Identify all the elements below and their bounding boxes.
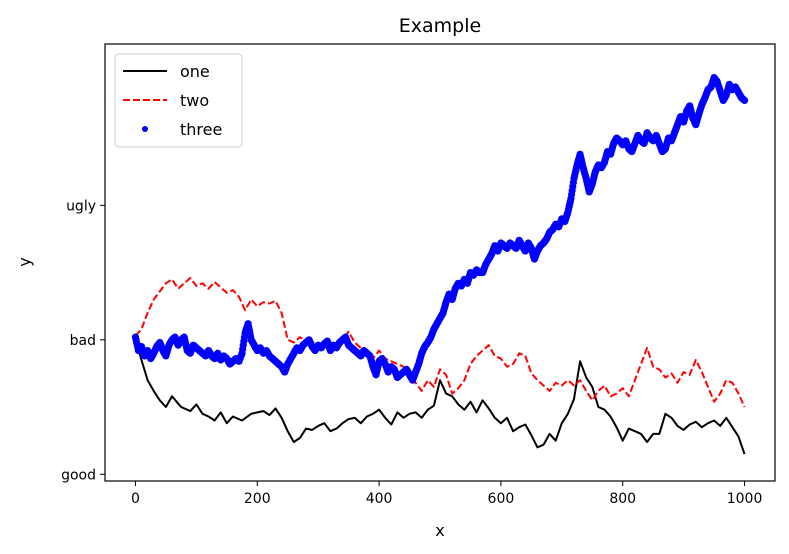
series-layer bbox=[131, 74, 749, 455]
y-axis-label: y bbox=[15, 257, 34, 266]
legend-label-one: one bbox=[180, 62, 210, 81]
series-two-line bbox=[134, 277, 746, 408]
y-tick-label: bad bbox=[70, 333, 96, 349]
chart-title: Example bbox=[399, 15, 481, 37]
plot-area-frame bbox=[104, 43, 776, 482]
legend-swatch-three bbox=[142, 126, 148, 132]
x-axis-label: x bbox=[435, 521, 444, 540]
y-axis-ticks: good bad ugly bbox=[61, 198, 105, 483]
series-three-markers bbox=[131, 74, 749, 384]
legend-label-two: two bbox=[180, 91, 209, 110]
x-tick-label: 0 bbox=[131, 491, 140, 507]
x-axis-ticks: 0 200 400 600 800 1000 bbox=[131, 481, 762, 507]
y-tick-label: good bbox=[61, 467, 96, 483]
x-tick-label: 400 bbox=[366, 491, 393, 507]
x-tick-label: 600 bbox=[488, 491, 515, 507]
x-tick-label: 800 bbox=[609, 491, 636, 507]
x-tick-label: 1000 bbox=[727, 491, 763, 507]
legend-label-three: three bbox=[180, 120, 222, 139]
y-tick-label: ugly bbox=[66, 198, 96, 214]
data-point bbox=[740, 96, 749, 105]
legend: one two three bbox=[114, 53, 243, 148]
x-tick-label: 200 bbox=[244, 491, 271, 507]
legend-box bbox=[114, 53, 243, 148]
series-one-line bbox=[134, 339, 746, 455]
